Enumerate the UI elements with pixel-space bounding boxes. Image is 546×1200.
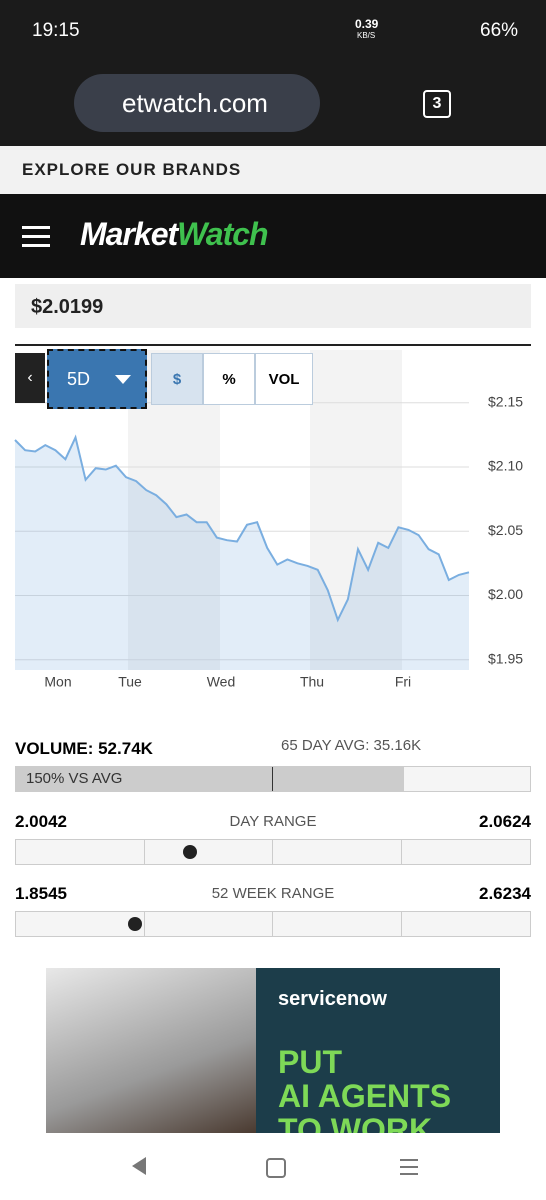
y-tick-label: $2.10	[488, 458, 523, 474]
volume-label: VOLUME: 52.74K	[15, 739, 153, 758]
battery: 66%	[480, 20, 519, 41]
speed: 0.39	[355, 17, 379, 31]
day-dot	[183, 845, 197, 859]
ad-line-1: PUT	[278, 1044, 342, 1080]
logo-a: Market	[80, 216, 178, 252]
x-tick-label: Thu	[300, 674, 324, 690]
url: etwatch.com	[122, 88, 268, 118]
brands-bar[interactable]: EXPLORE OUR BRANDS	[0, 146, 546, 194]
nav-home[interactable]	[266, 1158, 286, 1178]
y-tick-label: $2.00	[488, 586, 523, 602]
ad[interactable]: servicenow PUT AI AGENTS TO WORK	[46, 968, 500, 1133]
day-track	[15, 839, 531, 865]
x-tick-label: Fri	[395, 674, 411, 690]
week-label: 52 WEEK RANGE	[211, 885, 335, 902]
status-bar: 19:15 0.39 KB/S 66%	[0, 0, 546, 62]
ad-photo	[46, 968, 256, 1133]
day-band	[310, 350, 402, 670]
browser-bar: etwatch.com 3	[0, 62, 546, 146]
ad-line-3: TO WORK	[278, 1112, 433, 1133]
line	[14, 434, 470, 623]
nav-bar	[0, 1133, 546, 1200]
btn-percent[interactable]: %	[203, 353, 255, 405]
week-high: 2.6234	[479, 884, 531, 903]
week-dot	[128, 917, 142, 931]
price-box: $2.0199	[15, 284, 531, 328]
area	[15, 437, 469, 670]
price: $2.0199	[31, 296, 104, 318]
vs-avg: 150% VS AVG	[26, 770, 123, 787]
nav-recent[interactable]	[400, 1159, 418, 1161]
y-tick-label: $1.95	[488, 650, 523, 666]
volume-avg: 65 DAY AVG: 35.16K	[281, 737, 422, 754]
ad-brand: servicenow	[278, 988, 387, 1010]
speed-unit: KB/S	[357, 31, 376, 40]
day-low: 2.0042	[15, 812, 67, 831]
range: 5D	[67, 369, 91, 389]
week-low: 1.8545	[15, 884, 67, 903]
volume-track: 150% VS AVG	[15, 766, 531, 792]
range-select[interactable]: 5D	[47, 349, 147, 409]
time: 19:15	[32, 20, 80, 41]
y-tick-label: $2.05	[488, 522, 523, 538]
day-label: DAY RANGE	[229, 813, 317, 830]
btn-dollar[interactable]: $	[151, 353, 203, 405]
x-tick-label: Mon	[44, 674, 71, 690]
ad-line-2: AI AGENTS	[278, 1078, 452, 1114]
x-tick-label: Wed	[207, 674, 236, 690]
tabs[interactable]: 3	[423, 90, 451, 118]
y-tick-label: $2.15	[488, 393, 523, 409]
volume-fill	[16, 767, 404, 791]
x-tick-label: Tue	[118, 674, 142, 690]
logo-b: Watch	[177, 216, 268, 252]
menu[interactable]	[22, 226, 50, 229]
nav-back[interactable]	[132, 1157, 146, 1175]
header: MarketWatch	[0, 194, 546, 278]
logo[interactable]: MarketWatch	[80, 216, 269, 253]
day-high: 2.0624	[479, 812, 531, 831]
url-bar[interactable]: etwatch.com	[74, 74, 320, 132]
caret	[115, 375, 131, 392]
brands-label: EXPLORE OUR BRANDS	[22, 160, 242, 179]
chart-back[interactable]: ‹	[15, 353, 45, 403]
btn-vol[interactable]: VOL	[255, 353, 313, 405]
week-track	[15, 911, 531, 937]
